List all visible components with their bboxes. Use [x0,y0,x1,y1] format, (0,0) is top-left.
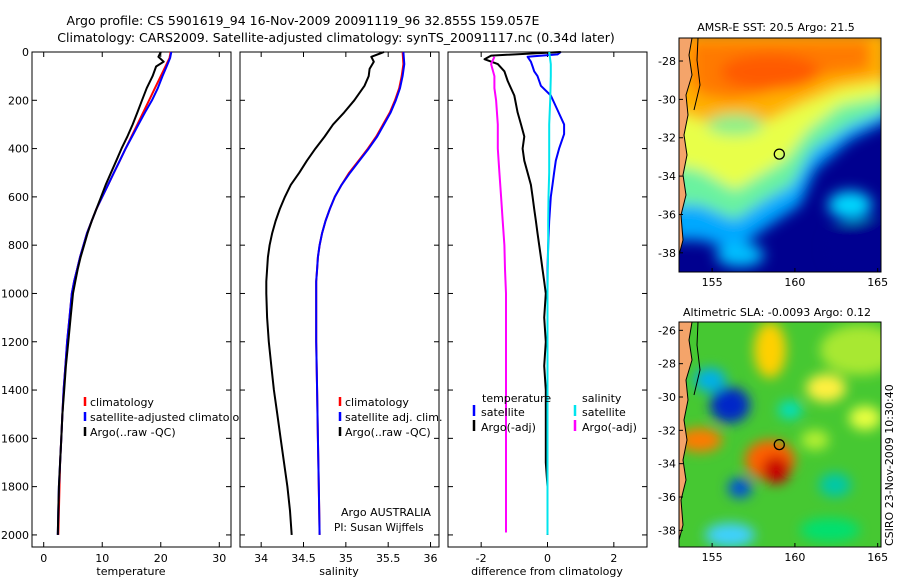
header-title-line2: Climatology: CARS2009. Satellite-adjuste… [57,30,614,45]
y-tick-label: 1200 [1,336,29,349]
map-x-tick-label: 160 [784,276,805,289]
y-tick-label: 0 [22,46,29,59]
sla-argo-location-marker [773,438,785,451]
y-tick-label: 400 [8,143,29,156]
map-y-tick-label: -38 [658,247,676,260]
map-y-tick-label: -28 [658,358,676,371]
map-x-tick-label: 155 [702,551,723,564]
annotation-pi-name: PI: Susan Wijffels [334,522,424,534]
x-tick-label: 30 [212,552,226,565]
sla-map-ticks: 155 160 165 -26 -28 -30 -32 -34 -36 -38 [658,324,888,564]
x-tick-label: 36 [424,552,438,565]
series-satellite-adj-clim [315,51,406,535]
sst-argo-location-marker [773,148,785,160]
difference-xlabel: difference from climatology [471,565,623,578]
legend-temp-argo: Argo(-adj) [481,421,536,434]
map-x-tick-label: 155 [702,276,723,289]
series-salinity-argo-adj [490,56,507,533]
map-y-tick-label: -30 [658,93,676,106]
sst-map-ticks: 155 160 165 -28 -30 -32 -34 -36 -38 [658,55,888,289]
difference-ticks: -2 0 2 [448,51,647,565]
series-temperature-argo-adj [483,51,561,535]
temperature-series-group [56,51,173,535]
salinity-xlabel: salinity [319,565,359,578]
series-salinity-satellite [546,51,552,535]
y-tick-label: 1400 [1,384,29,397]
map-y-tick-label: -34 [658,458,676,471]
x-tick-label: 20 [154,552,168,565]
x-tick-label: -2 [476,552,487,565]
map-y-tick-label: -32 [658,132,676,145]
series-argo-raw-qc [56,51,165,535]
csiro-timestamp-label: CSIRO 23-Nov-2009 10:30:40 [883,384,896,546]
map-y-tick-label: -26 [658,324,676,337]
y-tick-label: 1000 [1,287,29,300]
x-tick-label: 34.5 [291,552,316,565]
x-tick-label: 35.5 [376,552,401,565]
x-tick-label: 0 [544,552,551,565]
map-y-tick-label: -30 [658,391,676,404]
sst-map-title: AMSR-E SST: 20.5 Argo: 21.5 [697,21,855,34]
x-tick-label: 35 [339,552,353,565]
y-tick-label: 600 [8,191,29,204]
sla-map-panel: Altimetric SLA: -0.0093 Argo: 0.12 [658,306,888,564]
series-argo-raw-qc [265,51,385,535]
header-title-line1: Argo profile: CS 5901619_94 16-Nov-2009 … [67,13,540,28]
x-tick-label: 0 [40,552,47,565]
legend-temp-satellite: satellite [481,406,525,419]
difference-series-group [483,51,566,535]
legend-satellite-adjusted: satellite-adjusted climatology [90,411,253,424]
map-x-tick-label: 165 [867,551,888,564]
x-tick-label: 2 [610,552,617,565]
map-y-tick-label: -34 [658,170,676,183]
difference-legend: temperature satellite Argo(-adj) salinit… [472,392,637,434]
legend-temperature-header: temperature [482,392,551,405]
difference-profile-panel: -2 0 2 difference from climatology tempera… [447,51,648,578]
salinity-plot-frame [239,51,440,548]
y-tick-label: 1800 [1,481,29,494]
map-y-tick-label: -36 [658,208,676,221]
legend-argo: Argo(..raw -QC) [345,426,431,439]
legend-argo: Argo(..raw -QC) [90,426,176,439]
salinity-series-group [265,51,406,535]
map-y-tick-label: -32 [658,424,676,437]
sst-heatmap [679,38,881,272]
legend-sal-satellite: satellite [582,406,626,419]
salinity-profile-panel: 34 34.5 35 35.5 36 salinity climatology sate… [239,51,442,578]
map-x-tick-label: 165 [867,276,888,289]
legend-climatology: climatology [345,396,409,409]
map-y-tick-label: -38 [658,524,676,537]
temperature-xlabel: temperature [96,565,165,578]
y-tick-label: 800 [8,239,29,252]
sla-map-title: Altimetric SLA: -0.0093 Argo: 0.12 [683,306,871,319]
temperature-ticks: 0 10 20 30 0 200 400 600 800 1000 1200 1400 1600 1800… [1,46,231,565]
salinity-ticks: 34 34.5 35 35.5 36 [240,51,439,565]
salinity-legend: climatology satellite adj. clim. Argo(..… [338,396,442,439]
y-tick-label: 2000 [1,529,29,542]
legend-sal-argo: Argo(-adj) [582,421,637,434]
legend-climatology: climatology [90,396,154,409]
map-y-tick-label: -28 [658,55,676,68]
y-tick-label: 200 [8,94,29,107]
legend-satellite-adj: satellite adj. clim. [345,411,442,424]
sla-map-frame [678,321,882,548]
sst-map-panel: AMSR-E SST: 20.5 Argo: 21.5 [658,21,888,289]
map-x-tick-label: 160 [784,551,805,564]
sst-map-frame [678,37,882,273]
temperature-legend: climatology satellite-adjusted climatolo… [83,396,253,439]
x-tick-label: 10 [95,552,109,565]
temperature-profile-panel: 0 10 20 30 0 200 400 600 800 1000 1200 1400 1600 1800… [1,46,253,578]
y-tick-label: 1600 [1,432,29,445]
legend-salinity-header: salinity [582,392,622,405]
x-tick-label: 34 [254,552,268,565]
annotation-argo-australia: Argo AUSTRALIA [341,506,431,519]
sla-heatmap [679,322,881,547]
map-y-tick-label: -36 [658,491,676,504]
